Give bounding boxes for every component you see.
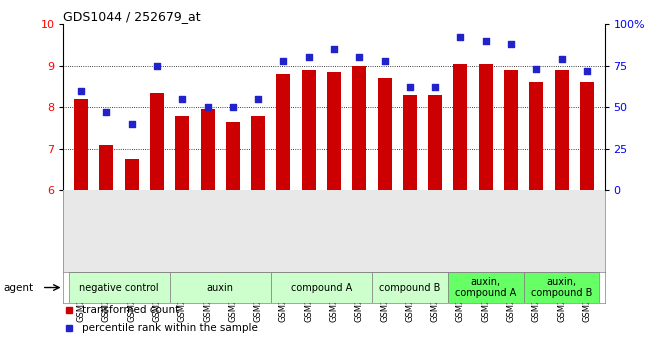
Bar [277,74,291,190]
Point [228,105,238,110]
Point [329,46,339,52]
Bar [377,78,391,190]
Bar [100,145,114,190]
Point [582,68,593,73]
Bar [504,70,518,190]
Point [75,88,86,93]
Point [556,56,567,62]
Point [101,110,112,115]
Point [126,121,137,127]
Text: percentile rank within the sample: percentile rank within the sample [82,323,259,333]
Bar [251,116,265,190]
Point [253,96,263,102]
Text: compound B: compound B [379,283,440,293]
Bar [327,72,341,190]
Bar [580,82,594,190]
Bar [352,66,366,190]
Bar [302,70,316,190]
Bar [479,64,493,190]
Bar [529,82,543,190]
Point [506,41,516,47]
Point [152,63,162,69]
Bar [524,272,599,303]
Point [480,38,491,43]
Bar [125,159,139,190]
Text: compound A: compound A [291,283,352,293]
Bar [175,116,189,190]
Text: negative control: negative control [79,283,159,293]
Bar [428,95,442,190]
Point [177,96,188,102]
Point [303,55,314,60]
Point [455,35,466,40]
Bar [150,93,164,190]
Bar [372,272,448,303]
Text: agent: agent [3,283,33,293]
Text: auxin,
compound B: auxin, compound B [531,277,593,298]
Text: GDS1044 / 252679_at: GDS1044 / 252679_at [63,10,201,23]
Bar [448,272,524,303]
Point [354,55,365,60]
Bar [403,95,417,190]
Bar [69,272,170,303]
Point [531,66,542,72]
Bar [200,109,214,190]
Bar [226,122,240,190]
Bar [554,70,568,190]
Point [430,85,440,90]
Bar [271,272,372,303]
Bar [454,64,468,190]
Text: transformed count: transformed count [82,305,180,315]
Point [405,85,415,90]
Bar [170,272,271,303]
Text: auxin: auxin [206,283,234,293]
Bar [74,99,88,190]
Point [379,58,390,63]
Point [278,58,289,63]
Point [202,105,213,110]
Text: auxin,
compound A: auxin, compound A [455,277,516,298]
